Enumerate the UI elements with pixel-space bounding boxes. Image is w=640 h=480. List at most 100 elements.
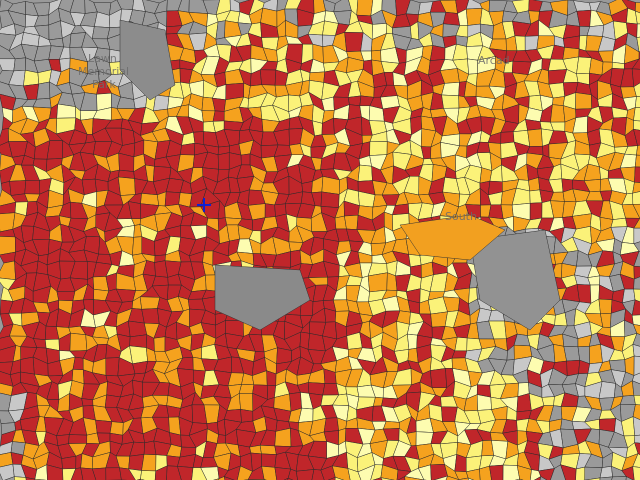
tract (633, 217, 640, 229)
tract (632, 453, 640, 468)
tract (451, 350, 468, 359)
tract (502, 464, 520, 480)
tract (465, 468, 481, 480)
tract (4, 476, 15, 480)
tract (287, 468, 298, 480)
tract (109, 421, 124, 436)
tract (524, 35, 539, 51)
tract (322, 383, 340, 396)
tract (70, 467, 84, 480)
tract (529, 202, 543, 221)
tract (407, 333, 418, 350)
tract (382, 421, 400, 430)
tract (599, 476, 613, 480)
tract (68, 434, 88, 444)
tract (465, 7, 483, 26)
tract (128, 320, 148, 338)
tract (467, 477, 475, 480)
place-label: Lawn (88, 52, 117, 65)
tract (240, 153, 251, 166)
tract (371, 49, 382, 62)
tract (454, 454, 467, 473)
tract (433, 475, 449, 480)
tract (331, 465, 351, 480)
tract (62, 468, 77, 480)
tract (576, 56, 592, 75)
tract (634, 154, 640, 168)
tract (217, 152, 230, 170)
tract (633, 82, 640, 97)
tract (429, 368, 447, 389)
tract (589, 343, 603, 365)
tract (276, 347, 292, 365)
tract (611, 476, 627, 480)
tract (633, 250, 640, 267)
tract (575, 92, 592, 110)
tract (632, 466, 640, 480)
tract (357, 164, 373, 182)
tract (479, 465, 492, 480)
tract (633, 107, 640, 122)
tract (576, 284, 592, 304)
tract (560, 464, 577, 480)
tract (56, 103, 76, 119)
tract (25, 477, 36, 480)
tract (153, 336, 166, 352)
tract (347, 95, 362, 107)
tract (168, 416, 181, 436)
tract (223, 465, 241, 480)
tract (633, 395, 640, 406)
tract (91, 26, 111, 40)
hill-area (469, 229, 561, 331)
tract (347, 468, 362, 480)
tract (631, 314, 640, 326)
tract (56, 291, 76, 302)
tract (34, 464, 48, 480)
tract (634, 166, 640, 183)
place-label: Park (92, 78, 116, 91)
tract (454, 336, 468, 352)
tract (632, 372, 640, 385)
tract (179, 142, 196, 156)
tract (81, 398, 94, 407)
tract (632, 416, 640, 436)
tract (69, 332, 88, 352)
tract (621, 466, 635, 480)
tract (356, 0, 374, 17)
tract (429, 45, 446, 61)
place-label: Arcad (478, 54, 510, 67)
tract (476, 394, 492, 411)
area-layer (119, 19, 561, 331)
tract (0, 236, 16, 256)
tract (610, 217, 628, 228)
tract (129, 345, 148, 365)
tract (552, 96, 566, 106)
tract (0, 58, 16, 72)
tract (249, 445, 262, 455)
tract (261, 453, 277, 468)
tract (550, 104, 566, 123)
tract (177, 466, 194, 480)
tract (24, 180, 41, 195)
tract (631, 58, 640, 70)
tract (631, 68, 640, 88)
tract (141, 454, 157, 472)
tract (632, 333, 640, 347)
tract (369, 141, 388, 156)
tract (120, 127, 136, 146)
tract (95, 419, 113, 434)
tract (633, 265, 640, 280)
tract (441, 94, 460, 109)
tract (563, 346, 581, 362)
tract (587, 275, 601, 286)
tract (274, 427, 292, 447)
tract (139, 296, 161, 310)
tract (295, 469, 315, 480)
tract (539, 476, 548, 480)
tract (516, 465, 532, 480)
tract (166, 465, 182, 480)
tract (516, 393, 532, 413)
tract (636, 144, 640, 156)
tract (625, 476, 634, 480)
